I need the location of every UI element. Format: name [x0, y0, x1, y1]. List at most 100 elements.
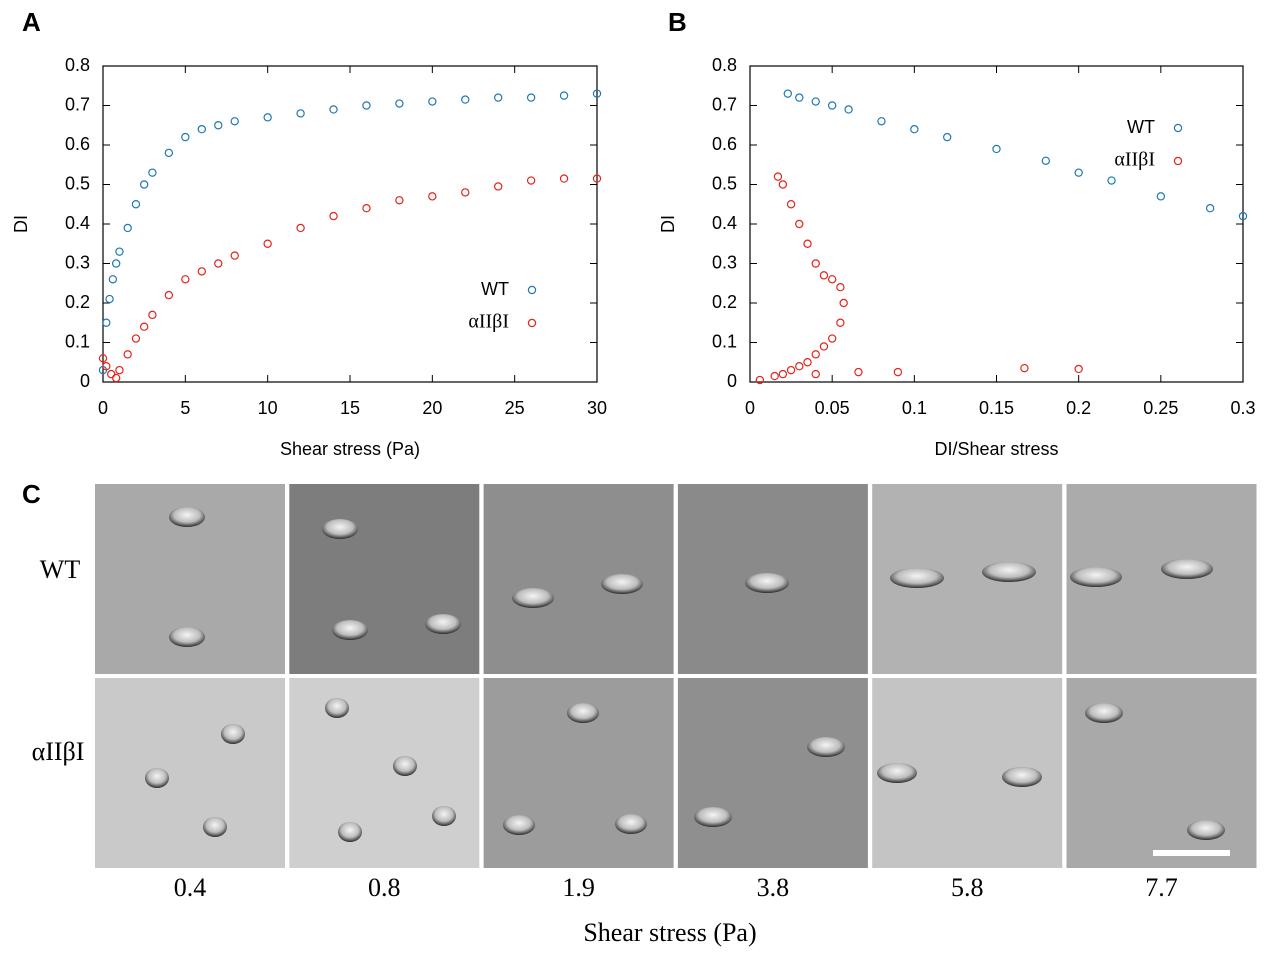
legend-marker [527, 318, 537, 328]
y-tick-label: 0.5 [65, 173, 90, 193]
point [123, 350, 132, 359]
x-tick-label: 25 [505, 398, 525, 418]
point [559, 174, 569, 183]
point [362, 101, 371, 110]
point [795, 219, 804, 229]
point [1238, 211, 1248, 221]
cell [393, 756, 417, 776]
panel-label: A [22, 7, 41, 37]
point [811, 350, 820, 359]
point [827, 275, 837, 284]
point [839, 298, 848, 308]
point [811, 259, 820, 268]
y-tick-label: 0.1 [65, 331, 90, 351]
point [1074, 168, 1083, 177]
cell [325, 698, 349, 718]
point [395, 99, 404, 108]
x-tick-label: 0 [98, 398, 108, 418]
cell [432, 806, 456, 826]
panel-label: B [668, 7, 687, 37]
column-label: 7.7 [1145, 873, 1178, 902]
point [428, 192, 437, 201]
x-axis-label: Shear stress (Pa) [280, 439, 420, 459]
y-tick-label: 0.8 [65, 55, 90, 75]
point [854, 367, 863, 377]
plot-frame [749, 65, 1244, 383]
y-axis-label: DI [658, 215, 678, 233]
point [1020, 363, 1029, 373]
point [943, 132, 952, 142]
point [592, 89, 602, 98]
cell [203, 817, 227, 837]
point [148, 168, 157, 177]
point [494, 182, 503, 191]
column-label: 0.4 [174, 873, 207, 902]
cell [503, 815, 535, 835]
cell [1002, 767, 1042, 787]
point [263, 239, 272, 248]
y-tick-label: 0.6 [712, 134, 737, 154]
y-tick-label: 0.4 [712, 213, 737, 233]
point [263, 113, 272, 122]
point [395, 196, 404, 205]
point [827, 334, 837, 343]
point [181, 132, 190, 142]
point [877, 117, 886, 126]
point [844, 105, 853, 114]
point [108, 275, 118, 284]
cell [982, 562, 1036, 582]
micrograph-grid [95, 484, 1257, 868]
cell [807, 737, 845, 757]
cell [694, 807, 732, 827]
point [559, 91, 569, 100]
point [329, 211, 338, 221]
y-tick-label: 0 [727, 371, 737, 391]
cell [1187, 820, 1225, 840]
cell [332, 620, 368, 640]
point [836, 318, 845, 327]
cell [322, 519, 358, 539]
x-tick-label: 10 [258, 398, 278, 418]
point [139, 322, 149, 331]
micrograph [95, 678, 285, 868]
point [770, 371, 779, 381]
point [803, 358, 812, 367]
point [131, 334, 141, 343]
point [98, 354, 108, 363]
legend-marker [527, 285, 537, 295]
cell [169, 627, 205, 647]
point [214, 121, 223, 130]
x-tick-label: 0.1 [902, 398, 927, 418]
point [230, 251, 239, 260]
y-tick-label: 0.6 [65, 134, 90, 154]
cell [169, 507, 205, 527]
point [893, 367, 903, 377]
point [803, 239, 812, 248]
point [755, 375, 765, 385]
x-tick-label: 0.15 [979, 398, 1014, 418]
point [827, 101, 837, 110]
cell [221, 724, 245, 744]
legend-marker [1173, 123, 1183, 133]
point [1074, 364, 1083, 374]
point [461, 95, 470, 104]
cell [1085, 703, 1123, 723]
y-axis-label: DI [11, 215, 31, 233]
point [526, 176, 536, 185]
cell [425, 614, 461, 634]
legend-label: WT [481, 279, 509, 299]
point [778, 369, 788, 379]
point [111, 373, 121, 383]
point [102, 362, 111, 371]
point [164, 290, 174, 300]
point [786, 365, 796, 375]
y-tick-label: 0.3 [712, 252, 737, 272]
column-label: 3.8 [757, 873, 790, 902]
y-tick-label: 0.7 [65, 94, 90, 114]
x-tick-label: 0.3 [1230, 398, 1255, 418]
cell [512, 588, 554, 608]
point [795, 362, 804, 371]
cell [745, 573, 789, 593]
y-tick-label: 0.3 [65, 252, 90, 272]
